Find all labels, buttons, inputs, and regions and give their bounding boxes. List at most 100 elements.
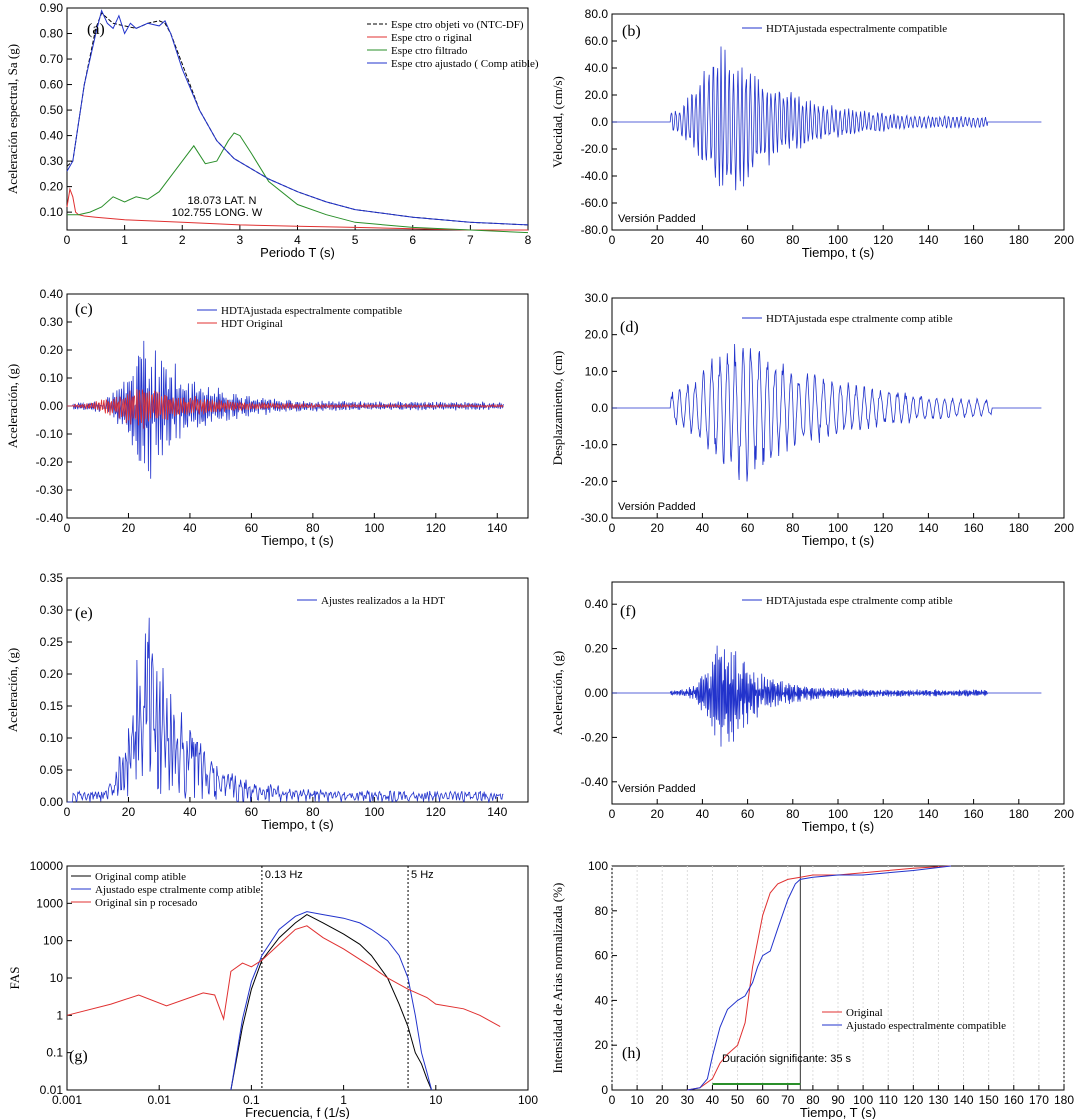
x-tick-label: 10 <box>630 1093 644 1107</box>
series-line-0 <box>612 46 1042 191</box>
y-axis-label: Desplazamiento, (cm) <box>550 351 565 466</box>
x-tick-label: 60 <box>245 805 259 819</box>
x-tick-label: 80 <box>806 1093 820 1107</box>
series-line-0 <box>687 865 952 1091</box>
x-axis-label: Tiempo, t (s) <box>261 533 333 548</box>
y-tick-label: 0.30 <box>40 315 64 329</box>
annotation-text: Duración significante: 35 s <box>722 1053 852 1065</box>
x-tick-label: 160 <box>1004 1093 1024 1107</box>
legend-entry: HDT Original <box>221 318 283 330</box>
x-tick-label: 80 <box>786 807 800 821</box>
series-line-0 <box>230 914 433 1091</box>
y-tick-label: 0.30 <box>40 603 64 617</box>
x-tick-label: 100 <box>828 807 848 821</box>
panel-label: (b) <box>622 23 641 40</box>
x-tick-label: 180 <box>1009 807 1029 821</box>
y-tick-label: 20.0 <box>585 328 609 342</box>
x-tick-label: 140 <box>954 1093 974 1107</box>
y-tick-label: 0.20 <box>40 180 64 194</box>
x-tick-label: 20 <box>651 521 665 535</box>
x-tick-label: 200 <box>1054 233 1074 247</box>
x-tick-label: 120 <box>426 805 446 819</box>
x-tick-label: 80 <box>786 233 800 247</box>
x-tick-label: 100 <box>828 521 848 535</box>
y-tick-label: -80.0 <box>581 223 609 237</box>
x-tick-label: 0 <box>609 233 616 247</box>
x-tick-label: 120 <box>873 233 893 247</box>
y-tick-label: 80 <box>595 904 609 918</box>
chart-panel-c: 0 20 40 60 80 100 120 140 -0.40 -0.30 -0.20 -0.10 0.… <box>5 287 529 548</box>
series-line-0 <box>67 617 504 804</box>
x-tick-label: 20 <box>651 233 665 247</box>
x-tick-label: 40 <box>706 1093 720 1107</box>
panel-label: (a) <box>87 21 105 38</box>
y-tick-label: 0.50 <box>40 103 64 117</box>
x-axis-label: Periodo T (s) <box>260 245 335 260</box>
chart-panel-f: 0 20 40 60 80 100 120 140 160 180 200 -0.40 -0.20 0.0… <box>550 581 1074 834</box>
x-tick-label: 180 <box>1009 521 1029 535</box>
legend-entry: HDTAjustada espe ctralmente comp atible <box>766 313 953 325</box>
series-line-2 <box>66 925 501 1028</box>
y-tick-label: 0.20 <box>40 667 64 681</box>
x-tick-label: 0 <box>609 1093 616 1107</box>
y-tick-label: 0.10 <box>40 205 64 219</box>
series-line-1 <box>687 865 952 1091</box>
x-tick-label: 4 <box>294 233 301 247</box>
y-tick-label: 20.0 <box>585 88 609 102</box>
x-tick-label: 60 <box>741 807 755 821</box>
legend-entry: Original comp atible <box>95 871 186 883</box>
legend-entry: HDTAjustada espectralmente compatible <box>221 305 402 317</box>
y-tick-label: -0.10 <box>36 427 64 441</box>
x-tick-label: 80 <box>306 521 320 535</box>
x-tick-label: 100 <box>828 233 848 247</box>
x-tick-label: 5 <box>352 233 359 247</box>
y-axis-label: Intensidad de Arias normalizada (%) <box>550 883 565 1074</box>
x-tick-label: 100 <box>518 1093 538 1107</box>
y-tick-label: 0.1 <box>46 1046 63 1060</box>
y-tick-label: 0.05 <box>40 763 64 777</box>
x-tick-label: 60 <box>741 233 755 247</box>
legend-entry: HDTAjustada espe ctralmente comp atible <box>766 595 953 607</box>
legend-entry: Espe ctro filtrado <box>391 45 468 57</box>
y-tick-label: 0.00 <box>40 795 64 809</box>
y-tick-label: 0.00 <box>585 686 609 700</box>
x-tick-label: 6 <box>409 233 416 247</box>
y-axis-label: Aceleración, (g) <box>5 648 20 732</box>
x-axis-label: Tiempo, t (s) <box>802 245 874 260</box>
legend-entry: Original sin p rocesado <box>95 897 198 909</box>
y-tick-label: -30.0 <box>581 511 609 525</box>
series-line-1 <box>67 389 504 429</box>
panel-label: (f) <box>620 603 636 620</box>
x-tick-label: 0.01 <box>148 1093 172 1107</box>
y-tick-label: 0.40 <box>585 597 609 611</box>
x-tick-label: 120 <box>903 1093 923 1107</box>
y-tick-label: 20 <box>595 1038 609 1052</box>
x-tick-label: 130 <box>928 1093 948 1107</box>
x-tick-label: 120 <box>873 807 893 821</box>
y-tick-label: -0.20 <box>36 455 64 469</box>
y-tick-label: 0.25 <box>40 635 64 649</box>
y-tick-label: 0.30 <box>40 154 64 168</box>
x-tick-label: 70 <box>781 1093 795 1107</box>
y-tick-label: 40 <box>595 993 609 1007</box>
annotation-text: Versión Padded <box>618 501 696 513</box>
x-axis-label: Tiempo, t (s) <box>802 819 874 834</box>
y-tick-label: 0.70 <box>40 52 64 66</box>
y-tick-label: 30.0 <box>585 291 609 305</box>
x-tick-label: 30 <box>681 1093 695 1107</box>
x-tick-label: 100 <box>853 1093 873 1107</box>
y-tick-label: 0.10 <box>40 371 64 385</box>
y-tick-label: -0.20 <box>581 730 609 744</box>
x-tick-label: 90 <box>831 1093 845 1107</box>
legend-entry: Espe ctro o riginal <box>391 32 472 44</box>
x-tick-label: 50 <box>731 1093 745 1107</box>
chart-panel-g: 0.001 0.01 0.1 1 10 1000.010.1110100100010000… <box>7 859 538 1119</box>
x-tick-label: 140 <box>918 807 938 821</box>
y-tick-label: 0.0 <box>591 115 608 129</box>
x-tick-label: 40 <box>183 805 197 819</box>
x-tick-label: 0 <box>609 807 616 821</box>
x-tick-label: 140 <box>487 521 507 535</box>
x-tick-label: 40 <box>183 521 197 535</box>
plot-frame <box>66 577 529 803</box>
x-tick-label: 8 <box>525 233 532 247</box>
